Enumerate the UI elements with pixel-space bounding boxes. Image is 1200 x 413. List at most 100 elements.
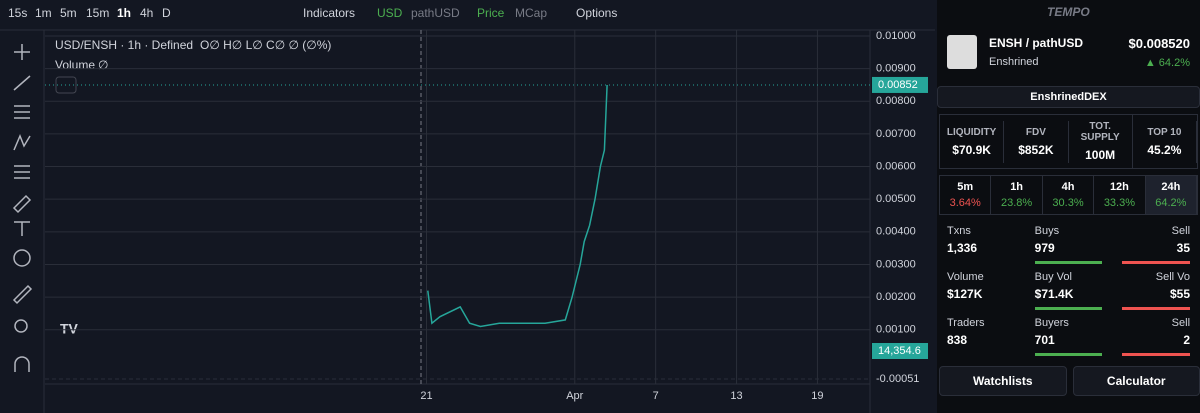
cell-value: 838 bbox=[947, 333, 968, 347]
period-label: 1h bbox=[1010, 181, 1024, 193]
zoom-tool[interactable] bbox=[14, 319, 28, 333]
side-panel: TEMPO ENSH / pathUSD Enshrined $0.008520… bbox=[937, 0, 1200, 413]
options[interactable]: Options bbox=[576, 6, 617, 20]
tag-text: 14,354.6 bbox=[878, 345, 921, 357]
period-label: 5m bbox=[957, 181, 974, 193]
brush-tool[interactable] bbox=[12, 194, 32, 214]
stats-cell: Sell 35 bbox=[1112, 221, 1200, 267]
token: ENSH bbox=[989, 36, 1023, 50]
magnet-tool[interactable] bbox=[14, 356, 30, 372]
token-icon bbox=[947, 35, 977, 69]
pair-quote: / pathUSD bbox=[1025, 36, 1084, 50]
ratio-bar bbox=[1122, 353, 1191, 356]
stat: TOP 10 45.2% bbox=[1133, 120, 1197, 163]
cell-value: 701 bbox=[1034, 333, 1055, 347]
token-name: Enshrined bbox=[989, 56, 1039, 68]
predict-tool[interactable] bbox=[14, 165, 30, 179]
text-tool[interactable] bbox=[14, 221, 30, 236]
timeframe[interactable]: 4h bbox=[140, 6, 153, 20]
stat-label: TOP 10 bbox=[1147, 126, 1182, 138]
cell-value: 1,336 bbox=[947, 241, 978, 255]
stat-value: 100M bbox=[1085, 148, 1116, 162]
cell-label: Sell bbox=[1171, 225, 1191, 237]
mcap-toggle[interactable]: MCap bbox=[515, 6, 547, 20]
calculator[interactable]: Calculator bbox=[1072, 366, 1200, 396]
stats-cell: Buyers 701 bbox=[1025, 313, 1113, 359]
stat: FDV $852K bbox=[1004, 120, 1069, 163]
period-label: 12h bbox=[1109, 181, 1129, 193]
period-value: 64.2% bbox=[1155, 197, 1187, 209]
timeframe[interactable]: 1h bbox=[117, 6, 131, 20]
price-line bbox=[427, 84, 608, 328]
period[interactable]: 24h 64.2% bbox=[1145, 176, 1198, 214]
tag-bg bbox=[872, 76, 928, 93]
ratio-bar bbox=[1034, 261, 1103, 264]
y-tick-label: 0.00400 bbox=[876, 226, 916, 238]
stat-label: FDV bbox=[1025, 126, 1046, 138]
period-label: 4h bbox=[1061, 181, 1075, 193]
price-toggle[interactable]: Price bbox=[477, 6, 505, 20]
timeframe[interactable]: 5m bbox=[60, 6, 77, 20]
period[interactable]: 1h 23.8% bbox=[991, 176, 1043, 214]
trend-tool[interactable] bbox=[13, 75, 31, 91]
social-link[interactable]: EnshrinedDEX bbox=[937, 86, 1200, 108]
brand[interactable]: TEMPO bbox=[1047, 5, 1090, 19]
stats-cell: Txns 1,336 bbox=[937, 221, 1025, 267]
x-tick-label: 21 bbox=[420, 390, 432, 402]
stats-cell: Sell Vo $55 bbox=[1112, 267, 1200, 313]
volume-label: Volume bbox=[55, 58, 95, 72]
period-label: 24h bbox=[1161, 181, 1181, 193]
y-tick-label: 0.00900 bbox=[876, 63, 916, 75]
ratio-bar bbox=[1122, 307, 1191, 310]
stats-cell: Buys 979 bbox=[1025, 221, 1113, 267]
stats-cell: Sell 2 bbox=[1112, 313, 1200, 359]
stat-value: $852K bbox=[1018, 142, 1054, 157]
y-tick-label: 0.00600 bbox=[876, 160, 916, 172]
currency[interactable]: USD bbox=[377, 6, 403, 20]
ruler-tool[interactable] bbox=[12, 284, 33, 305]
period[interactable]: 5m 3.64% bbox=[940, 176, 992, 214]
cell-label: Buy Vol bbox=[1034, 271, 1072, 283]
emoji-tool[interactable] bbox=[13, 249, 31, 267]
ratio-bar bbox=[1034, 307, 1103, 310]
stat-label: LIQUIDITY bbox=[946, 126, 997, 138]
collapse[interactable] bbox=[55, 76, 77, 94]
timeframe[interactable]: D bbox=[162, 6, 171, 20]
indicators[interactable]: Indicators bbox=[303, 6, 355, 20]
stat-label: TOT. SUPPLY bbox=[1080, 121, 1120, 143]
stats-row: Txns 1,336 Buys 979 Sell 35 bbox=[937, 221, 1200, 267]
period[interactable]: 12h 33.3% bbox=[1094, 176, 1146, 214]
timeframe[interactable]: 15m bbox=[86, 6, 109, 20]
legend: USD/ENSH · 1h · Defined bbox=[55, 38, 193, 52]
x-tick-label: 7 bbox=[653, 390, 659, 402]
cross-tool[interactable] bbox=[14, 44, 30, 60]
cell-label: Sell Vo bbox=[1155, 271, 1191, 283]
volume-value: ∅ bbox=[98, 58, 108, 72]
stat: TOT. SUPPLY 100M bbox=[1069, 115, 1133, 168]
y-tick-label: 0.00100 bbox=[876, 324, 916, 336]
tag-bg bbox=[872, 343, 928, 359]
tag-text: 0.00852 bbox=[878, 79, 918, 91]
period-value: 33.3% bbox=[1103, 197, 1136, 209]
y-tick-label: 0.01000 bbox=[876, 30, 916, 42]
stat-value: $70.9K bbox=[952, 142, 991, 157]
pattern-tool[interactable] bbox=[13, 134, 31, 151]
change: ▲ 64.2% bbox=[1144, 56, 1190, 69]
watchlists[interactable]: Watchlists bbox=[939, 366, 1067, 396]
ratio-bar bbox=[1122, 261, 1191, 264]
cell-label: Buyers bbox=[1034, 317, 1069, 329]
bg bbox=[0, 0, 935, 413]
quote[interactable]: pathUSD bbox=[411, 6, 460, 20]
cell-label: Txns bbox=[947, 225, 971, 237]
fib-tool[interactable] bbox=[14, 105, 30, 119]
cell-value: $127K bbox=[947, 287, 983, 301]
timeframe[interactable]: 1m bbox=[35, 6, 52, 20]
period[interactable]: 4h 30.3% bbox=[1043, 176, 1095, 214]
stats-cell: Volume $127K bbox=[937, 267, 1025, 313]
cell-value: 979 bbox=[1034, 241, 1055, 255]
timeframe[interactable]: 15s bbox=[8, 6, 27, 20]
logo: TV bbox=[60, 321, 79, 337]
x-tick-label: 13 bbox=[730, 390, 742, 402]
chart-area: 15s 1m 5m 15m 1h 4h D Indicators USD pat… bbox=[0, 0, 935, 413]
stats-cell: Buy Vol $71.4K bbox=[1025, 267, 1113, 313]
